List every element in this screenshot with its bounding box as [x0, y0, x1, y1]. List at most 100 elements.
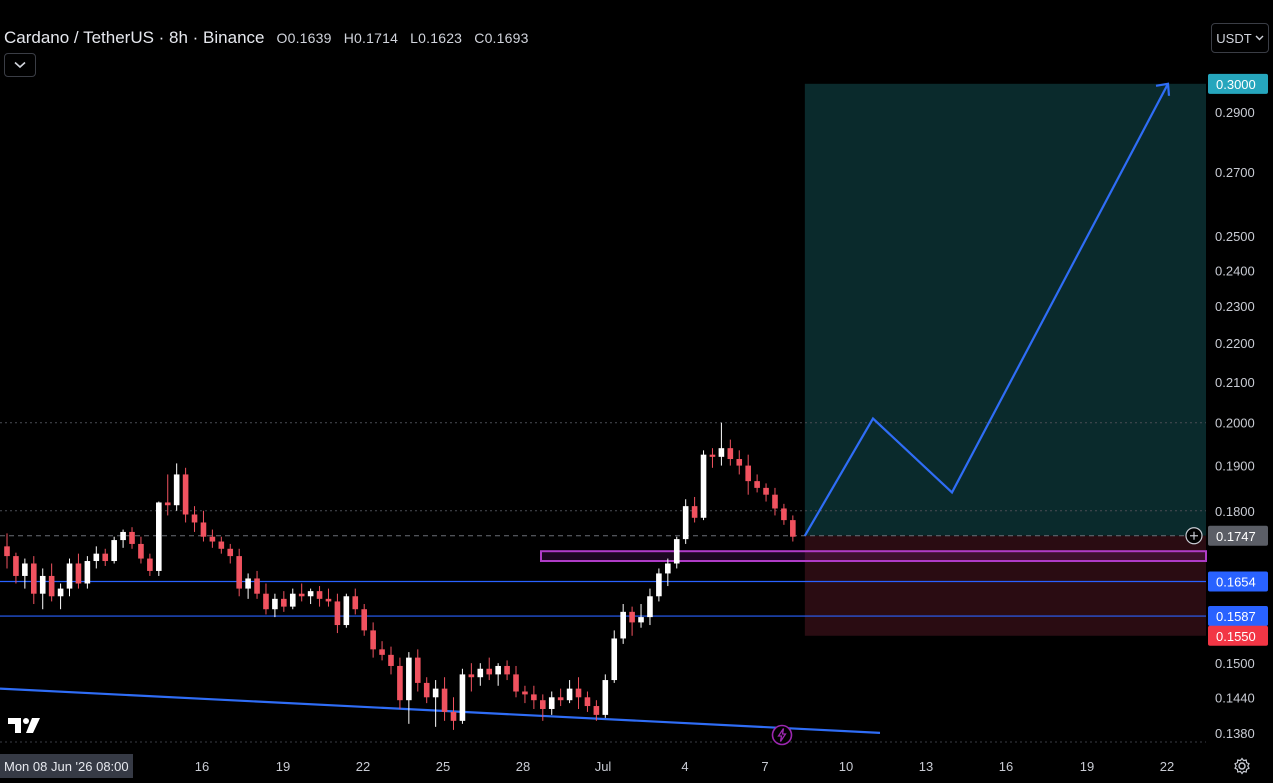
candle-body [414, 657, 421, 683]
candle [200, 510, 207, 542]
candle [593, 700, 600, 721]
candle [700, 450, 707, 521]
x-axis-tick: 22 [356, 759, 370, 774]
candle-body [289, 593, 296, 607]
candle [191, 506, 198, 532]
x-axis-tick: 25 [436, 759, 450, 774]
candle [173, 463, 180, 511]
candle-body [513, 674, 519, 692]
candle-body [236, 556, 242, 589]
candle [156, 501, 162, 576]
candle-body [566, 688, 573, 701]
candle [245, 573, 251, 599]
candle [182, 467, 189, 523]
candle [611, 630, 618, 683]
add-alert-icon[interactable] [1185, 527, 1203, 545]
candle [120, 529, 126, 548]
candle-body [30, 563, 37, 594]
candle-body [334, 601, 341, 626]
candle [772, 487, 778, 516]
candle-body [361, 609, 367, 631]
y-axis-tick: 0.2000 [1215, 416, 1255, 431]
trendline[interactable] [0, 687, 881, 734]
demand-zone-box[interactable] [540, 550, 1207, 563]
candle-body [307, 591, 314, 597]
candle-body [129, 531, 135, 544]
candle-body [316, 591, 323, 599]
candle [352, 588, 359, 615]
profit-zone[interactable] [804, 83, 1206, 536]
y-axis-tick: 0.2500 [1215, 229, 1255, 244]
candle-body [388, 654, 394, 666]
chevron-down-icon [14, 61, 26, 69]
candle-body [620, 611, 626, 639]
candle [164, 474, 171, 516]
candle-body [656, 573, 662, 597]
candle-body [209, 536, 216, 542]
candle [727, 439, 734, 466]
candle-body [468, 674, 475, 678]
lightning-icon[interactable] [771, 724, 793, 746]
candle-body [22, 563, 28, 576]
candle-body [638, 617, 644, 623]
candle-body [182, 474, 189, 515]
currency-selector[interactable]: USDT [1211, 23, 1269, 53]
candle [718, 422, 725, 466]
tradingview-logo-icon[interactable] [8, 715, 42, 735]
candle [325, 588, 332, 607]
candle [39, 568, 46, 610]
candle [709, 448, 716, 468]
candle [540, 694, 546, 721]
candle [691, 496, 698, 523]
candle [575, 677, 582, 709]
candle [638, 604, 644, 628]
candle-body [504, 665, 510, 675]
candle [209, 529, 216, 548]
target-price-tag: 0.3000 [1216, 77, 1256, 92]
candle-body [66, 563, 73, 589]
x-axis-tick: 7 [761, 759, 768, 774]
symbol-title[interactable]: Cardano / TetherUS · 8h · Binance [4, 28, 265, 47]
y-axis-tick: 0.1380 [1215, 726, 1255, 741]
collapse-legend-button[interactable] [4, 53, 36, 77]
candle [147, 553, 153, 576]
candle [629, 606, 635, 636]
candle-body [272, 598, 278, 610]
candle-body [781, 508, 787, 521]
target-price-tag-bg [1208, 73, 1268, 94]
candle-body [611, 638, 618, 681]
candle [450, 697, 457, 730]
x-axis-tick: 4 [681, 759, 688, 774]
candle-body [352, 596, 359, 610]
candle [4, 533, 10, 569]
x-axis-tick: 13 [919, 759, 933, 774]
crosshair-date-badge: Mon 08 Jun '26 08:00 [0, 754, 133, 778]
settings-gear-icon[interactable] [1233, 757, 1251, 775]
candle [289, 588, 296, 610]
candle-body [138, 543, 144, 559]
candle [432, 680, 439, 727]
candle-body [700, 454, 707, 518]
y-axis-tick: 0.2100 [1215, 375, 1255, 390]
stop-price-tag: 0.1550 [1216, 629, 1256, 644]
candle [656, 568, 662, 602]
candle-body [13, 556, 19, 576]
level-price-tag: 0.1587 [1216, 609, 1256, 624]
candle [566, 680, 573, 704]
candle [138, 536, 144, 564]
projection-path[interactable] [803, 83, 1169, 537]
candle-body [432, 688, 439, 698]
candle-body [120, 531, 126, 541]
candle [397, 657, 403, 709]
candle [93, 546, 100, 569]
candle [298, 583, 305, 602]
candle-body [102, 553, 109, 562]
candle-body [441, 688, 448, 712]
candle [281, 591, 287, 612]
candle [665, 558, 671, 587]
candle [736, 450, 743, 475]
candle-body [48, 575, 55, 597]
candle-body [263, 593, 269, 610]
loss-zone[interactable] [804, 535, 1206, 636]
